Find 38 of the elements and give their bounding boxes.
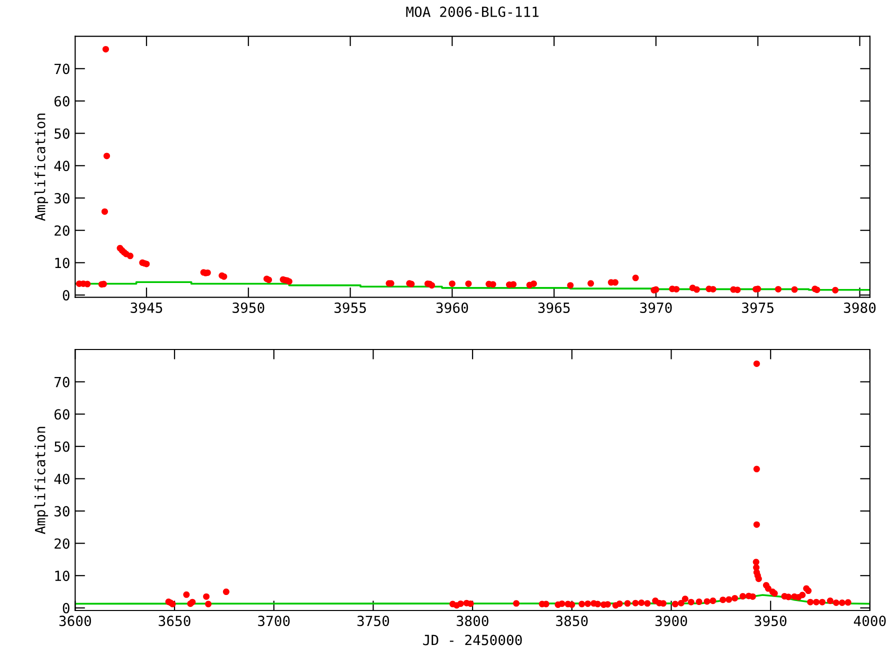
x-tick-label: 3900 — [655, 616, 688, 626]
x-tick-label: 3980 — [844, 302, 876, 313]
y-tick-label: 30 — [54, 193, 70, 204]
x-tick-label: 3945 — [130, 302, 162, 313]
y-tick-label: 0 — [62, 602, 70, 614]
x-tick-label: 3650 — [158, 616, 190, 626]
y-tick-label: 50 — [54, 128, 70, 139]
chart-title: MOA 2006-BLG-111 — [406, 6, 539, 18]
x-tick-label: 3700 — [258, 616, 290, 626]
y-tick-label: 10 — [55, 258, 70, 268]
y-tick-label: 20 — [54, 538, 70, 549]
x-tick-label: 3955 — [334, 302, 366, 313]
y-tick-label: 30 — [54, 506, 70, 517]
x-tick-label: 3950 — [232, 302, 264, 313]
x-tick-label: 3975 — [742, 302, 774, 313]
x-tick-label: 3800 — [456, 616, 488, 626]
y-axis-title: Amplification — [34, 426, 48, 534]
x-tick-label: 3950 — [754, 616, 786, 626]
line-series — [75, 594, 870, 605]
y-tick-label: 0 — [62, 290, 70, 301]
x-axis-title: JD - 2450000 — [423, 634, 522, 646]
x-tick-label: 3750 — [357, 616, 390, 626]
x-tick-label: 4000 — [854, 616, 886, 626]
x-tick-label: 3850 — [556, 616, 588, 626]
y-tick-label: 40 — [54, 160, 70, 172]
y-tick-label: 60 — [54, 96, 70, 106]
y-tick-label: 70 — [54, 64, 70, 74]
x-tick-label: 3600 — [59, 616, 92, 626]
y-axis-title: Amplification — [34, 114, 48, 221]
y-tick-label: 50 — [54, 441, 70, 452]
y-tick-label: 20 — [54, 225, 70, 236]
x-tick-label: 3970 — [640, 302, 672, 313]
y-tick-label: 70 — [54, 376, 70, 388]
y-tick-label: 60 — [54, 409, 70, 420]
y-tick-label: 10 — [55, 570, 70, 582]
y-tick-label: 40 — [54, 474, 70, 484]
x-tick-label: 3965 — [538, 302, 570, 313]
x-tick-label: 3960 — [436, 302, 468, 313]
